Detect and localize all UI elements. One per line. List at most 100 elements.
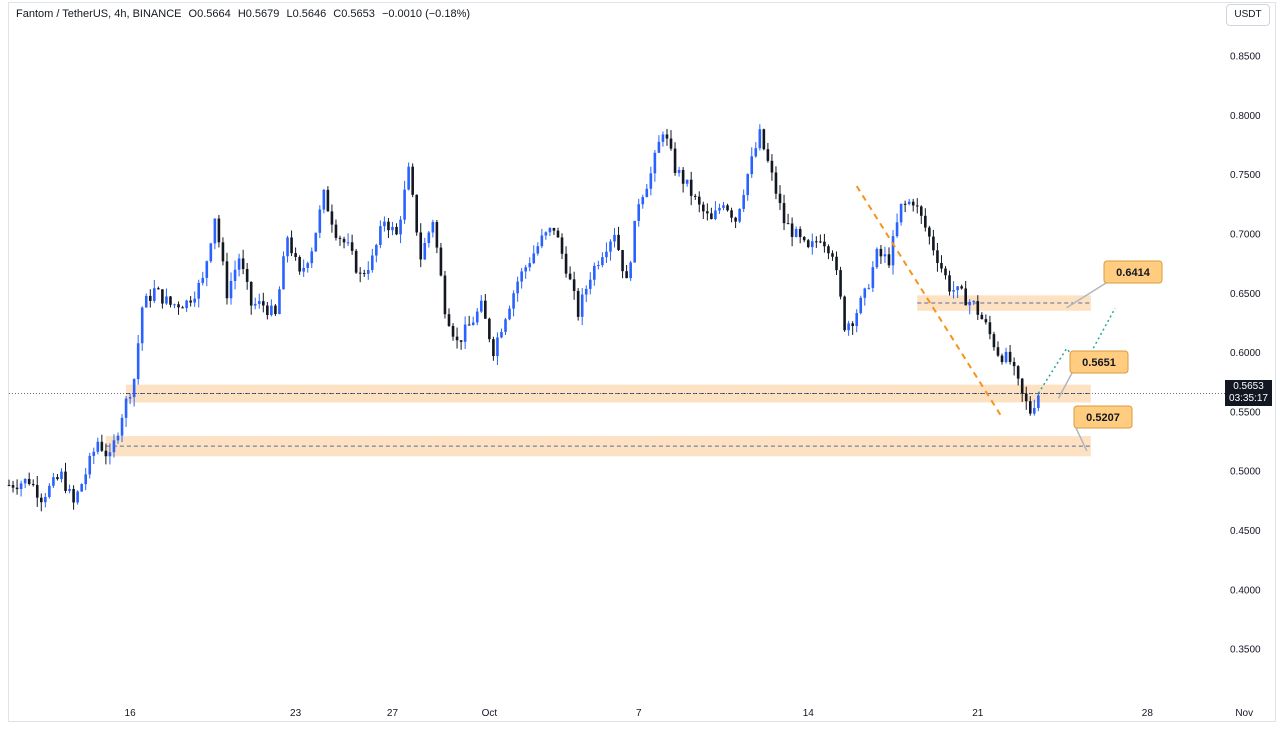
candle-body [92, 451, 96, 456]
candle-body [15, 487, 19, 490]
currency-button[interactable]: USDT [1226, 4, 1270, 26]
candle-body [60, 471, 63, 480]
candle-body [665, 134, 669, 139]
candle-body [774, 172, 778, 194]
candle-body [209, 243, 213, 262]
candle-body [681, 170, 685, 184]
candle-body [706, 211, 709, 214]
candle-body [576, 290, 580, 317]
candle-body [867, 287, 871, 289]
candle-body [201, 277, 205, 283]
level-label: 0.5651 [1082, 357, 1116, 369]
candle-body [863, 288, 867, 298]
candle-body [451, 325, 455, 337]
open-value: O0.5664 [188, 8, 231, 20]
candle-body [302, 267, 305, 272]
candle-body [819, 241, 822, 243]
support-zone [126, 384, 1091, 403]
y-tick-label: 0.7000 [1230, 230, 1261, 241]
candle-body [403, 189, 406, 220]
candle-body [932, 236, 935, 251]
candle-body [726, 205, 729, 211]
candle-body [548, 227, 552, 233]
candle-body [738, 208, 741, 222]
callout-pointer [1075, 427, 1088, 452]
candle-body [342, 238, 346, 243]
candle-body [395, 226, 398, 235]
candle-body [193, 298, 196, 303]
candle-body [262, 301, 265, 306]
candle-body [334, 224, 338, 238]
candle-body [346, 242, 350, 244]
candle-body [64, 471, 67, 491]
candle-body [96, 441, 100, 452]
candle-body [1008, 351, 1012, 362]
candle-body [108, 452, 112, 457]
candle-body [928, 227, 931, 237]
candle-body [911, 201, 915, 206]
candle-body [782, 203, 786, 224]
candle-body [580, 294, 584, 317]
candle-body [375, 244, 378, 256]
candle-body [762, 129, 766, 150]
x-tick-label: 27 [387, 708, 399, 719]
high-value: H0.5679 [237, 8, 280, 20]
candle-body [173, 304, 176, 306]
candle-body [605, 251, 608, 258]
candle-body [528, 263, 532, 268]
candle-body [750, 156, 754, 175]
candle-body [827, 246, 830, 254]
candle-body [891, 236, 895, 266]
candle-body [72, 488, 75, 503]
candle-body [802, 236, 806, 241]
candle-body [181, 307, 184, 309]
candle-body [859, 297, 863, 314]
candle-body [722, 205, 725, 208]
candle-body [39, 497, 43, 503]
candle-body [423, 242, 427, 260]
candle-body [1024, 393, 1028, 402]
y-tick-label: 0.8500 [1230, 52, 1261, 63]
current-price: 0.5653 [1233, 381, 1264, 392]
candle-body [286, 237, 289, 257]
candle-body [241, 258, 245, 269]
candle-body [742, 195, 745, 209]
candle-body [693, 195, 697, 197]
candle-body [104, 450, 108, 457]
candle-body [249, 281, 253, 306]
y-tick-label: 0.5500 [1230, 407, 1261, 418]
candle-body [568, 273, 572, 280]
candle-body [532, 253, 536, 264]
candle-body [140, 307, 144, 344]
level-label-box [1103, 260, 1163, 284]
candle-body [27, 478, 31, 484]
level-label: 0.5207 [1086, 412, 1120, 424]
candle-body [84, 474, 87, 485]
candle-body [407, 166, 410, 190]
candle-body [439, 247, 443, 276]
candle-body [697, 196, 701, 205]
candle-body [161, 289, 164, 304]
candle-body [702, 204, 705, 212]
candle-body [185, 300, 188, 309]
candle-body [467, 324, 471, 326]
candle-body [831, 253, 834, 257]
candle-body [229, 280, 233, 299]
candle-body [798, 229, 802, 237]
candle-body [952, 290, 955, 292]
candle-body [823, 241, 826, 247]
candle-body [770, 160, 774, 173]
candle-body [919, 206, 923, 216]
candle-body [148, 295, 152, 301]
candle-body [484, 300, 487, 319]
candle-body [443, 275, 447, 315]
candle-body [956, 286, 959, 291]
x-tick-label: 21 [972, 708, 984, 719]
candle-body [197, 282, 201, 299]
candle-body [924, 215, 927, 228]
candle-body [415, 194, 419, 233]
candle-body [972, 301, 976, 303]
y-tick-label: 0.4500 [1230, 526, 1261, 537]
candle-body [11, 485, 15, 488]
